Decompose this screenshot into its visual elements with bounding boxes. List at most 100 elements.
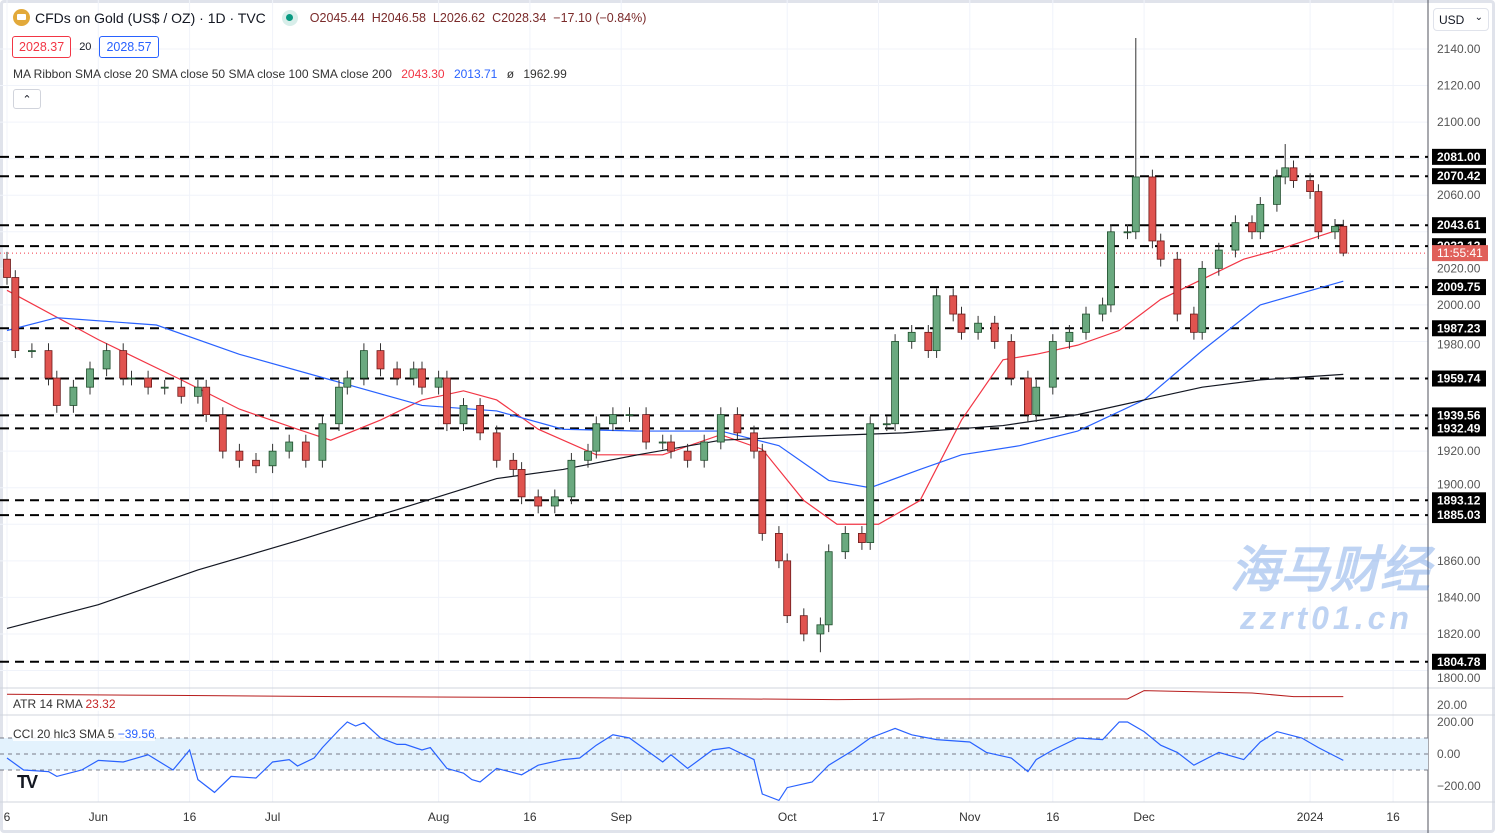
- candle-body: [700, 441, 709, 461]
- candle: [301, 434, 310, 468]
- candle: [119, 343, 128, 386]
- candle: [1281, 144, 1290, 185]
- candle: [393, 361, 402, 386]
- atr-line: [6, 690, 1344, 701]
- candle: [716, 407, 725, 450]
- candle: [27, 343, 36, 358]
- candle: [434, 370, 443, 395]
- candle: [775, 526, 783, 569]
- level-label: 1932.49: [1437, 421, 1481, 435]
- time-axis-label: Dec: [1133, 810, 1154, 824]
- candle-body: [609, 414, 617, 425]
- ma-ribbon-label: MA Ribbon SMA close 20 SMA close 50 SMA …: [13, 67, 392, 81]
- candle-body: [567, 459, 576, 498]
- candle: [816, 617, 825, 653]
- price-axis-label: 2100.00: [1437, 115, 1481, 129]
- candle-body: [949, 295, 958, 315]
- candle: [924, 325, 933, 358]
- market-status-icon: [281, 9, 298, 26]
- sell-button[interactable]: 2028.37: [12, 36, 72, 58]
- candle-body: [907, 331, 916, 342]
- cci-legend[interactable]: CCI 20 hlc3 SMA 5 −39.56: [13, 727, 155, 741]
- candle: [409, 361, 418, 386]
- candle-body: [1314, 191, 1323, 233]
- candle-body: [127, 377, 136, 380]
- candle: [285, 434, 294, 459]
- time-axis-label: Aug: [428, 810, 449, 824]
- candle-body: [667, 441, 675, 452]
- atr-label: ATR 14 RMA: [13, 697, 83, 711]
- candle-body: [459, 405, 468, 425]
- candle: [700, 434, 709, 468]
- candle-body: [318, 423, 327, 461]
- candle: [1131, 38, 1140, 240]
- candle-body: [3, 258, 11, 278]
- candle-body: [891, 341, 899, 425]
- ma-line-ma20: [6, 227, 1344, 525]
- collapse-legend-button[interactable]: ⌃: [13, 89, 41, 109]
- candle-body: [1148, 176, 1157, 242]
- candle: [492, 425, 501, 468]
- candle: [907, 325, 916, 349]
- atr-legend[interactable]: ATR 14 RMA 23.32: [13, 697, 116, 711]
- candle: [44, 343, 53, 386]
- candle-body: [1198, 267, 1207, 333]
- candle: [567, 452, 576, 505]
- candle: [359, 343, 368, 386]
- candle: [517, 462, 526, 505]
- ma-ribbon-legend[interactable]: MA Ribbon SMA close 20 SMA close 50 SMA …: [13, 67, 573, 81]
- ma50-value: 2013.71: [453, 67, 498, 81]
- level-label-bg: [1432, 168, 1486, 185]
- candle: [86, 361, 94, 395]
- currency-select[interactable]: USD ⌄: [1433, 8, 1489, 31]
- candle-body: [69, 386, 78, 406]
- candle-body: [866, 423, 875, 543]
- candle-body: [592, 423, 601, 452]
- candle-body: [1281, 167, 1290, 178]
- candle-body: [1156, 240, 1165, 260]
- candle-body: [193, 386, 202, 397]
- ohlc-high: H2046.58: [371, 10, 426, 25]
- candle: [1289, 160, 1298, 188]
- candle-body: [1339, 225, 1348, 254]
- candle-body: [335, 386, 343, 425]
- candle: [1065, 325, 1074, 349]
- symbol-title[interactable]: CFDs on Gold (US$ / OZ) · 1D · TVC: [35, 9, 266, 26]
- candle: [1082, 306, 1090, 340]
- time-axis-label: Nov: [959, 810, 980, 824]
- candle: [1107, 224, 1115, 313]
- candle-body: [775, 533, 783, 562]
- candle-body: [1331, 225, 1339, 233]
- candle-body: [1131, 176, 1140, 233]
- candle-body: [625, 414, 634, 417]
- candle: [1032, 379, 1041, 422]
- candle-body: [252, 459, 260, 467]
- candle: [1273, 169, 1281, 212]
- candle-body: [1048, 341, 1057, 388]
- candle-body: [235, 450, 244, 461]
- time-axis-label: 17: [872, 810, 886, 824]
- price-axis-label: 2020.00: [1437, 261, 1481, 275]
- currency-value: USD: [1439, 13, 1465, 27]
- candle: [3, 251, 11, 285]
- level-label: 1987.23: [1437, 321, 1481, 335]
- tradingview-logo[interactable]: TV: [17, 772, 38, 792]
- candle: [1339, 219, 1348, 257]
- candle: [957, 306, 966, 340]
- candle-body: [758, 450, 767, 534]
- candle: [783, 553, 792, 623]
- buy-button[interactable]: 2028.57: [99, 36, 159, 58]
- price-axis-label: 2120.00: [1437, 79, 1481, 93]
- chevron-up-icon: ⌃: [22, 94, 32, 106]
- candle-body: [683, 450, 692, 461]
- candle: [750, 425, 758, 459]
- time-axis-label: 16: [1046, 810, 1060, 824]
- candle: [733, 407, 742, 441]
- candle: [1123, 224, 1132, 240]
- cci-value: −39.56: [117, 727, 155, 741]
- level-label-bg: [1432, 492, 1486, 509]
- price-axis-label: 2000.00: [1437, 298, 1481, 312]
- time-axis-label: Jul: [265, 810, 280, 824]
- price-axis-label: 2060.00: [1437, 188, 1481, 202]
